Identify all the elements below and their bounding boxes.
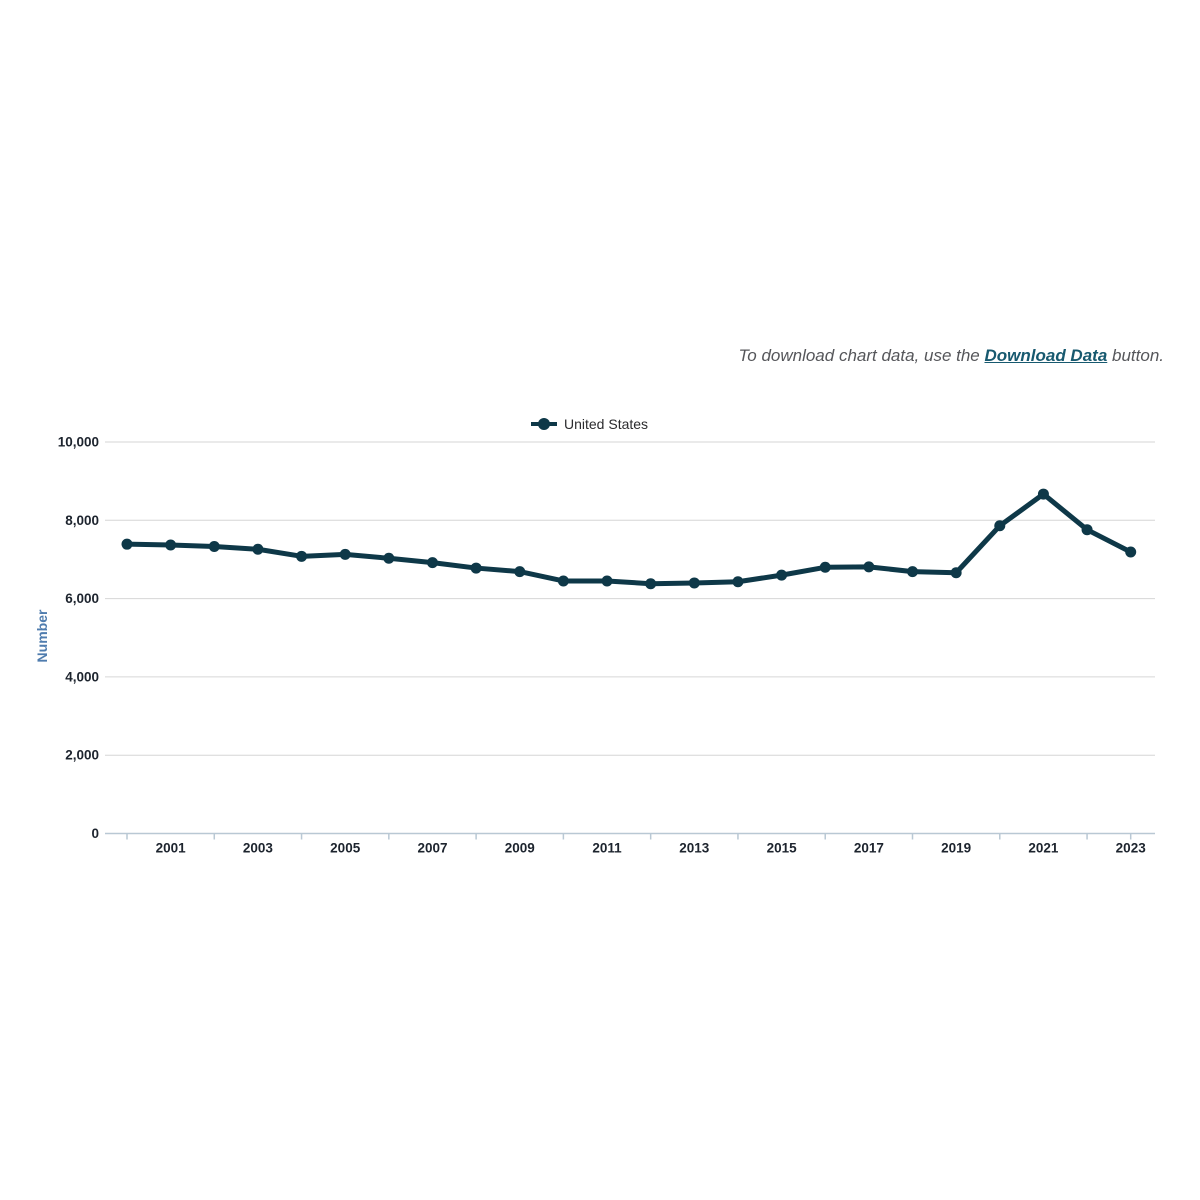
download-note: To download chart data, use the Download… [738, 346, 1164, 366]
y-tick-label-2000: 2,000 [65, 748, 99, 763]
legend-label: United States [564, 416, 649, 432]
data-point-2020[interactable] [994, 520, 1006, 532]
data-point-2022[interactable] [1081, 524, 1093, 536]
data-point-2003[interactable] [252, 543, 264, 555]
data-point-2019[interactable] [950, 567, 962, 579]
data-point-2016[interactable] [819, 561, 831, 573]
y-tick-label-6000: 6,000 [65, 591, 99, 606]
data-point-2002[interactable] [208, 541, 220, 553]
data-point-2009[interactable] [514, 566, 526, 578]
x-tick-label-2019: 2019 [941, 841, 971, 856]
y-tick-label-0: 0 [91, 826, 99, 841]
data-point-2010[interactable] [557, 575, 569, 587]
data-point-2004[interactable] [296, 550, 308, 562]
y-tick-label-10000: 10,000 [58, 435, 99, 450]
data-point-2001[interactable] [165, 539, 177, 551]
download-note-prefix: To download chart data, use the [738, 346, 985, 365]
x-tick-label-2023: 2023 [1116, 841, 1147, 856]
x-tick-label-2015: 2015 [767, 841, 798, 856]
download-data-link[interactable]: Download Data [984, 346, 1108, 365]
x-tick-label-2013: 2013 [679, 841, 710, 856]
data-point-2005[interactable] [339, 548, 351, 560]
x-tick-label-2017: 2017 [854, 841, 884, 856]
data-point-2000[interactable] [121, 538, 133, 550]
legend-item-united-states[interactable]: United States [531, 417, 648, 431]
data-point-2007[interactable] [426, 557, 438, 569]
x-tick-label-2005: 2005 [330, 841, 361, 856]
x-tick-label-2011: 2011 [592, 841, 622, 856]
data-point-2017[interactable] [863, 561, 875, 573]
data-point-2018[interactable] [907, 566, 919, 578]
data-point-2014[interactable] [732, 576, 744, 588]
series-line-united-states [124, 491, 1134, 587]
data-point-2015[interactable] [776, 569, 788, 581]
data-point-2013[interactable] [688, 577, 700, 589]
x-tick-label-2009: 2009 [505, 841, 535, 856]
series-marker-icon [531, 418, 557, 430]
data-point-2021[interactable] [1037, 488, 1049, 500]
x-tick-label-2001: 2001 [156, 841, 187, 856]
data-point-2011[interactable] [601, 575, 613, 587]
data-point-2008[interactable] [470, 562, 482, 574]
x-tick-label-2003: 2003 [243, 841, 274, 856]
data-point-2023[interactable] [1125, 546, 1137, 558]
data-point-2012[interactable] [645, 578, 657, 590]
y-tick-label-4000: 4,000 [65, 669, 99, 684]
y-tick-label-8000: 8,000 [65, 513, 99, 528]
download-note-suffix: button. [1107, 346, 1164, 365]
x-tick-label-2021: 2021 [1028, 841, 1059, 856]
x-tick-label-2007: 2007 [417, 841, 447, 856]
data-point-2006[interactable] [383, 552, 395, 564]
